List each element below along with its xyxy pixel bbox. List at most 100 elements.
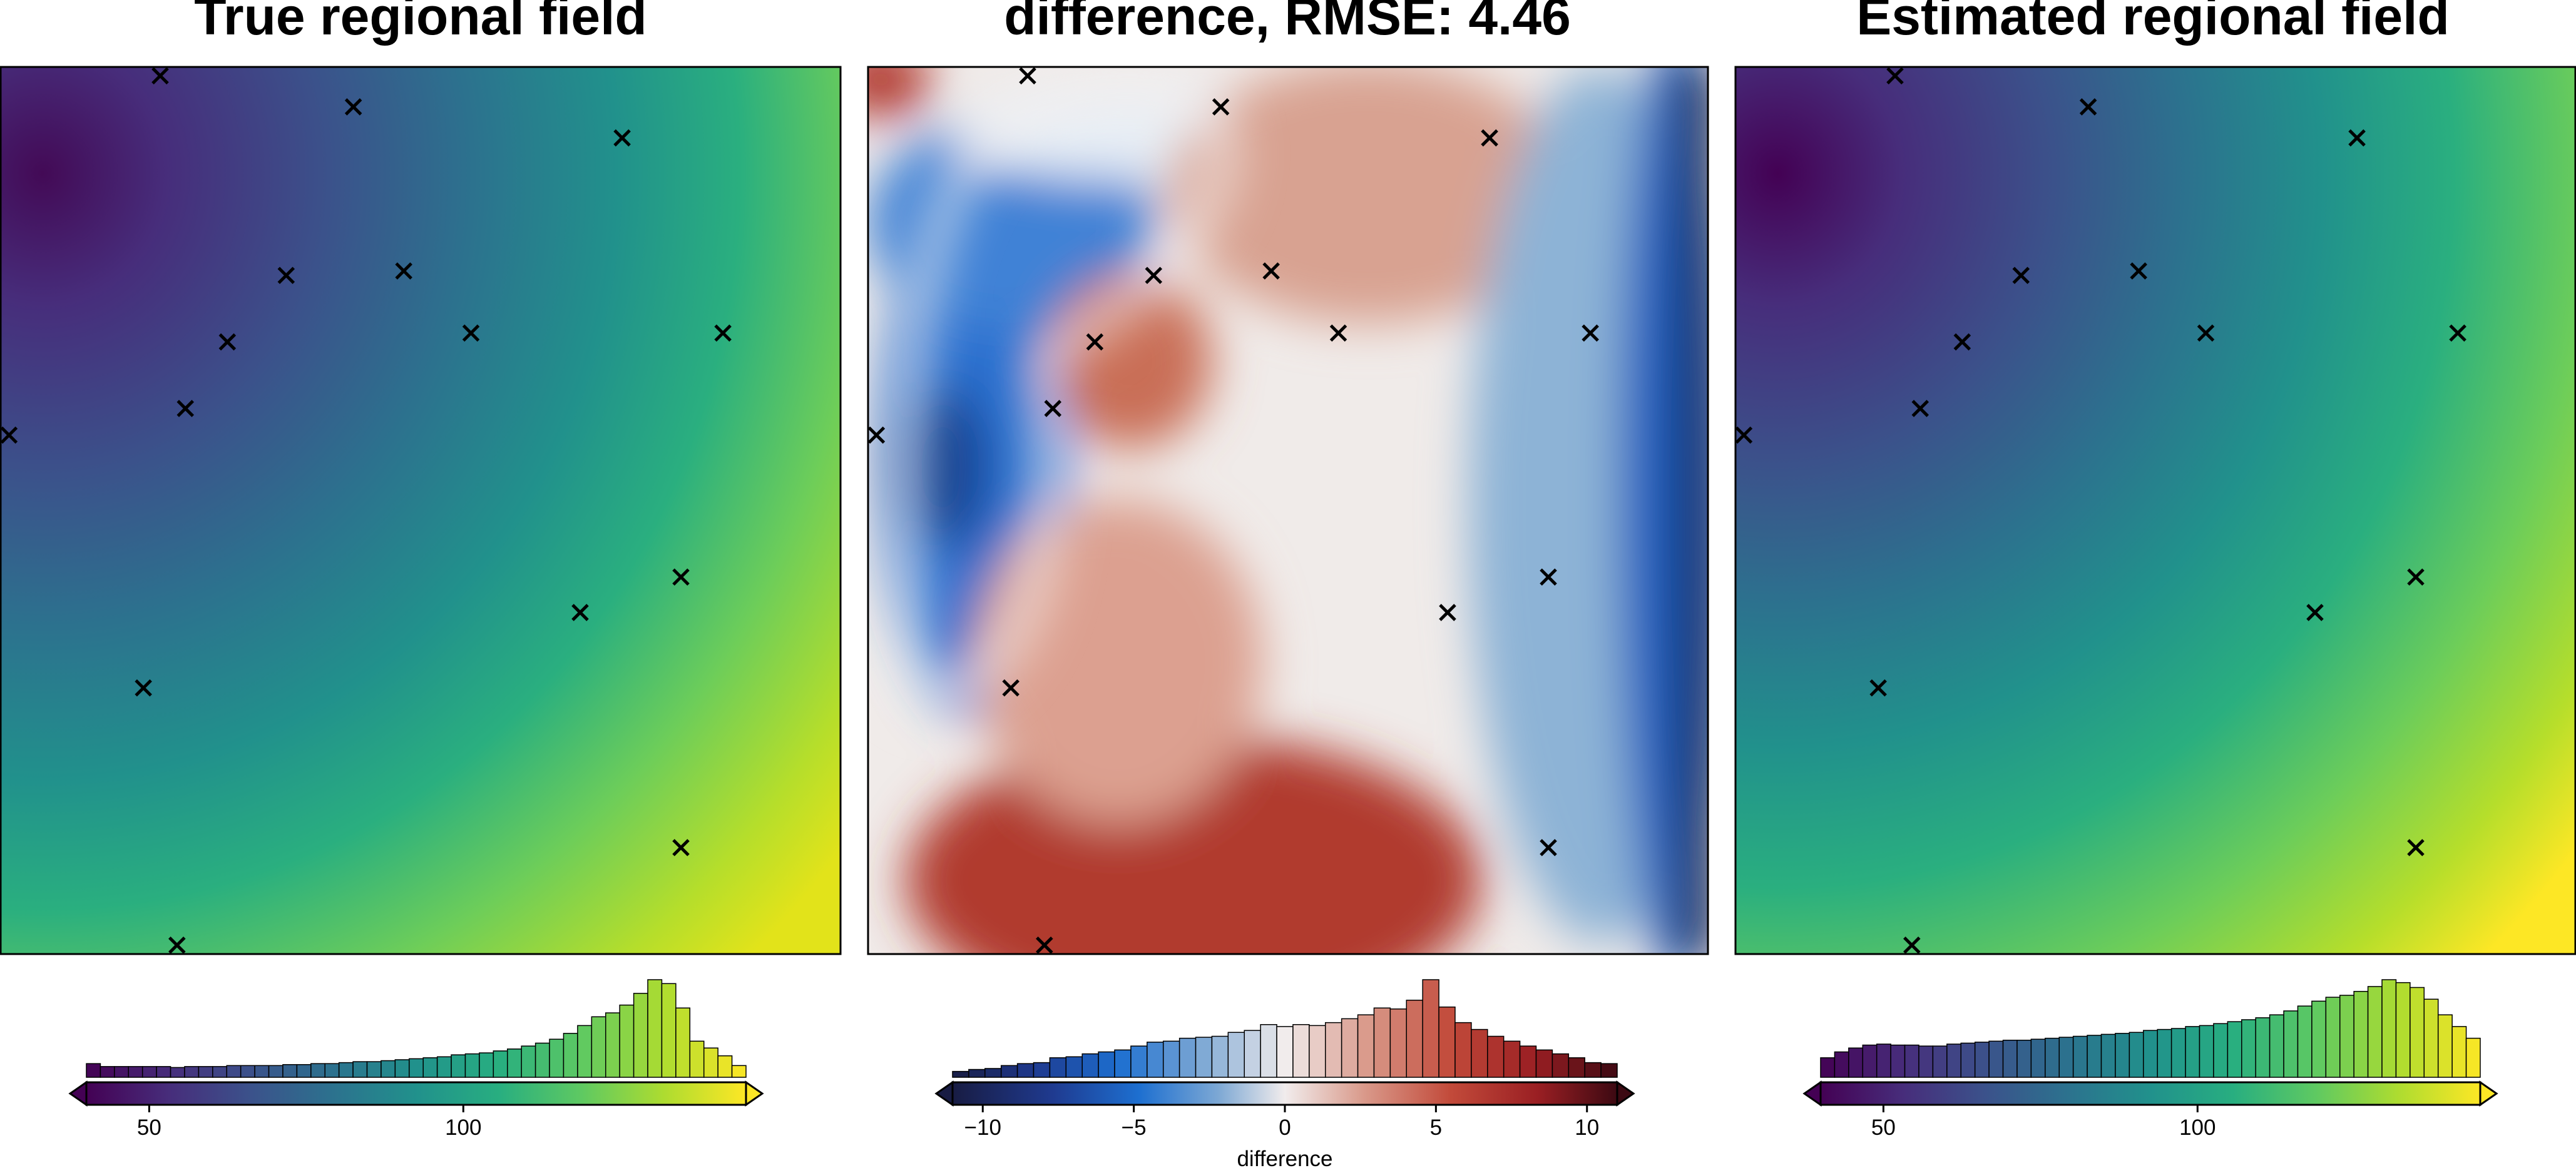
histogram-bar — [1503, 1040, 1521, 1078]
marker-layer — [1735, 67, 2466, 954]
panel-title: True regional field — [194, 0, 647, 46]
histogram-bar — [1049, 1057, 1067, 1078]
sample-point-marker — [571, 604, 589, 621]
heatmap-estimated-field — [1735, 67, 2575, 954]
histogram-bar — [2185, 1026, 2200, 1078]
sample-point-marker — [1036, 937, 1053, 954]
sample-point-marker — [2348, 129, 2366, 147]
histogram-bar — [507, 1049, 522, 1078]
colorbar-estimated-field: 50 100 — [1802, 979, 2498, 1140]
histogram-bar — [128, 1066, 143, 1078]
sample-point-marker — [1540, 839, 1557, 856]
histogram-bar — [1568, 1057, 1585, 1078]
histogram-bar — [1551, 1053, 1570, 1078]
sample-point-marker — [1439, 604, 1456, 621]
histogram-bar — [605, 1012, 620, 1078]
histogram-bar — [2072, 1035, 2088, 1078]
histogram-bar — [1292, 1024, 1310, 1078]
histogram-bar — [409, 1058, 424, 1078]
difference-region — [974, 499, 1262, 824]
histogram-bar — [2353, 990, 2369, 1078]
colorbar-extend-high — [745, 1080, 764, 1107]
colorbar-true-field: 50 100 — [68, 979, 764, 1140]
histogram-bar — [1890, 1044, 1906, 1078]
histogram-bar — [1535, 1049, 1553, 1078]
zero-contour — [892, 79, 1236, 711]
sample-point-marker — [1481, 129, 1498, 147]
histogram-bar — [2058, 1037, 2074, 1078]
sample-point-marker — [867, 426, 886, 444]
histogram-bar — [1373, 1007, 1391, 1078]
histogram-bar — [464, 1053, 480, 1078]
sample-point-marker — [613, 129, 631, 147]
histogram-bar — [1357, 1014, 1375, 1078]
histogram-bar — [338, 1062, 354, 1078]
histogram-bar — [1862, 1044, 1878, 1078]
histogram-bar — [1389, 1008, 1408, 1078]
sample-point-marker — [277, 267, 295, 284]
histogram-bar — [184, 1066, 200, 1078]
histogram-bar — [1033, 1062, 1051, 1078]
histogram-bar — [2297, 1005, 2313, 1078]
histogram-bar — [1098, 1051, 1115, 1078]
colorbar-tick-label: 0 — [1279, 1115, 1291, 1140]
histogram-bar — [1471, 1028, 1488, 1078]
histogram-bar — [717, 1055, 733, 1078]
histogram-bar — [1341, 1018, 1359, 1078]
histogram-bar — [1195, 1037, 1213, 1078]
sample-point-marker — [1953, 333, 1971, 351]
difference-region — [1679, 67, 1708, 954]
colorbar-tick-label: −5 — [1122, 1115, 1147, 1140]
sample-point-marker — [462, 324, 480, 342]
colorbar-strip — [1819, 1081, 2481, 1106]
sample-point-marker — [1582, 324, 1599, 342]
histogram-bar — [1406, 1000, 1423, 1078]
sample-point-marker — [672, 839, 690, 856]
panel-title: Estimated regional field — [1856, 0, 2450, 46]
histogram-bar — [647, 979, 663, 1078]
panel-estimated-field: Estimated regional field — [1734, 0, 2576, 955]
sample-point-marker — [218, 333, 237, 351]
histogram-bar — [534, 1042, 550, 1078]
histogram-bar — [381, 1060, 396, 1078]
sample-point-marker — [1329, 324, 1347, 342]
histogram-bar — [2002, 1039, 2018, 1078]
histogram-bar — [310, 1063, 325, 1078]
heatmap-true-field — [1, 67, 841, 954]
histogram-bar — [2016, 1039, 2032, 1078]
histogram-bar — [2283, 1010, 2299, 1078]
sample-point-marker — [1086, 333, 1104, 351]
histogram-bar — [2241, 1019, 2256, 1078]
histogram-bar — [521, 1045, 536, 1078]
colorbar-strip — [85, 1081, 747, 1106]
histogram-bar — [2143, 1030, 2158, 1078]
histogram-bar — [1081, 1053, 1099, 1078]
histogram-bar — [2311, 1000, 2327, 1078]
histogram-bar — [952, 1070, 969, 1078]
colorbar-strip — [951, 1081, 1618, 1106]
histogram-bar — [1227, 1032, 1245, 1078]
field-gradient — [1735, 67, 2575, 954]
histogram-bar — [2045, 1037, 2060, 1078]
histogram-bar — [675, 1007, 691, 1078]
histogram-bar — [731, 1065, 747, 1078]
histogram-bar — [1178, 1037, 1197, 1078]
histogram-bar — [1960, 1042, 1976, 1078]
colorbar-tick-label: 5 — [1430, 1115, 1442, 1140]
sample-point-marker — [0, 426, 18, 444]
histogram-bar — [1260, 1024, 1277, 1078]
sample-point-marker — [1145, 267, 1163, 284]
sample-point-marker — [135, 679, 152, 697]
histogram-bar — [324, 1063, 340, 1078]
difference-region — [868, 67, 931, 117]
histogram-bar — [2339, 995, 2354, 1078]
histogram-bar — [2367, 986, 2383, 1078]
panel-difference: difference, RMSE: 4.46 — [867, 0, 1709, 955]
histogram-bar — [1848, 1047, 1864, 1078]
histogram-bar — [352, 1061, 368, 1078]
panel-title: difference, RMSE: 4.46 — [1004, 0, 1571, 46]
histogram-bar — [422, 1057, 438, 1078]
histogram-bar — [1918, 1045, 1934, 1078]
histogram-bar — [1932, 1045, 1948, 1078]
